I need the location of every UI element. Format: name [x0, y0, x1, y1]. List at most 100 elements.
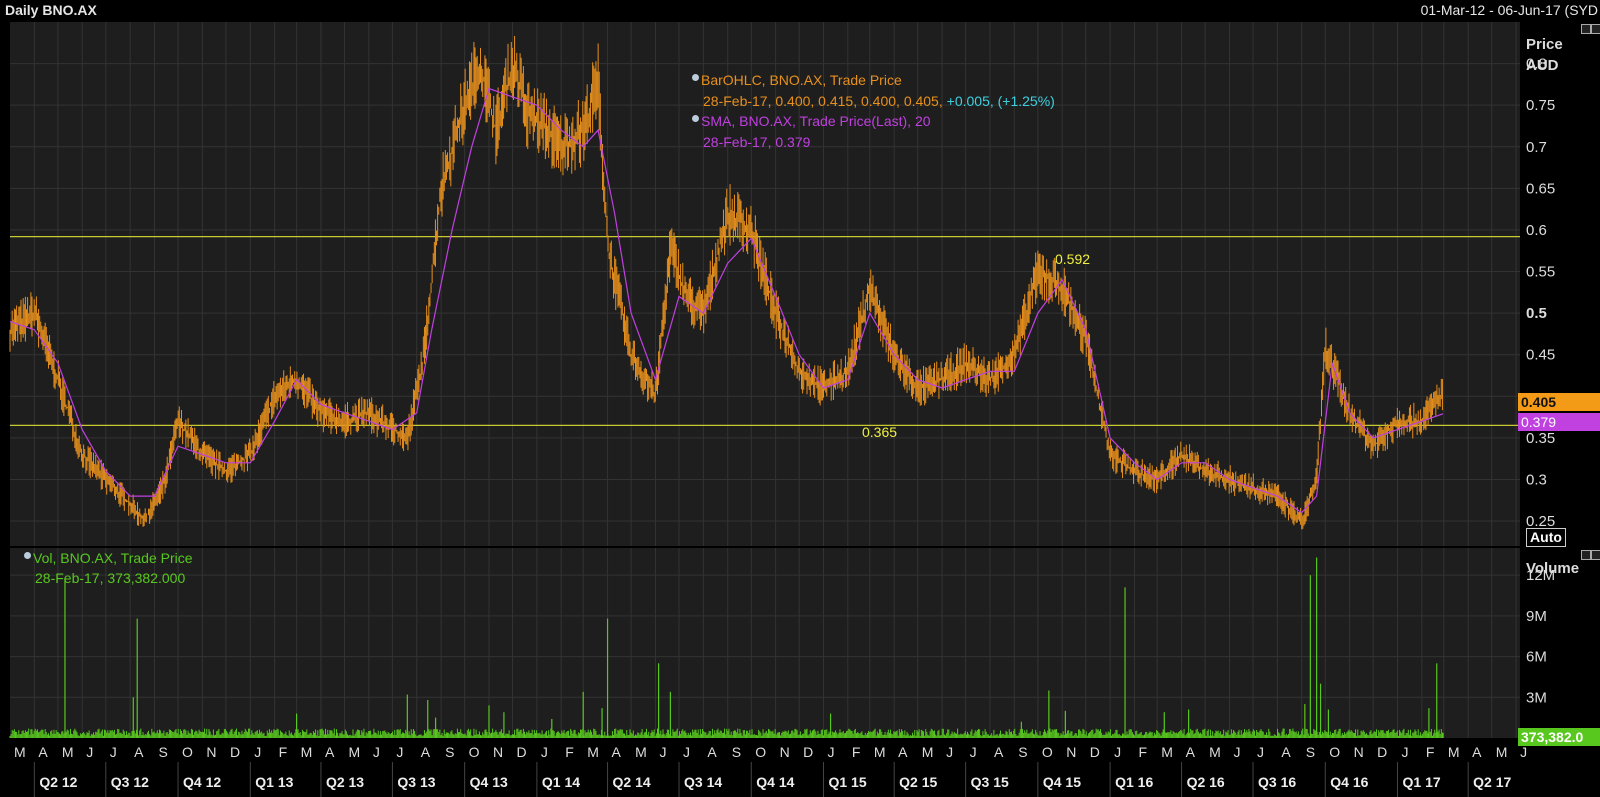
- month-tick-label: J: [1520, 744, 1527, 760]
- quarter-tick-label: Q1 13: [255, 774, 293, 790]
- panel-restore-icon[interactable]: [1581, 24, 1591, 34]
- month-tick-label: O: [1329, 744, 1340, 760]
- price-tick-label: 0.7: [1526, 139, 1547, 156]
- month-tick-label: F: [1426, 744, 1435, 760]
- month-tick-label: A: [134, 744, 144, 760]
- month-tick-label: J: [659, 744, 666, 760]
- month-tick-label: O: [1042, 744, 1053, 760]
- price-tick-label: 0.6: [1526, 222, 1547, 239]
- quarter-tick-label: Q2 12: [39, 774, 77, 790]
- price-tick-label: 0.65: [1526, 180, 1555, 197]
- month-tick-label: A: [994, 744, 1004, 760]
- month-tick-label: S: [1306, 744, 1315, 760]
- month-tick-label: M: [1209, 744, 1221, 760]
- volume-tick-label: 9M: [1526, 608, 1547, 625]
- quarter-tick-label: Q4 12: [183, 774, 221, 790]
- month-tick-label: J: [396, 744, 403, 760]
- price-tick-label: 0.55: [1526, 264, 1555, 281]
- month-tick-label: M: [1448, 744, 1460, 760]
- volume-panel-bg: [10, 548, 1520, 738]
- month-tick-label: A: [38, 744, 48, 760]
- quarter-tick-label: Q2 15: [899, 774, 937, 790]
- month-tick-label: O: [182, 744, 193, 760]
- price-tick-label: 0.35: [1526, 430, 1555, 447]
- month-tick-label: J: [1257, 744, 1264, 760]
- legend-toggle-icon[interactable]: [24, 552, 31, 559]
- sma-legend-values: 28-Feb-17, 0.379: [703, 134, 811, 150]
- month-tick-label: F: [279, 744, 288, 760]
- quarter-tick-label: Q4 14: [756, 774, 794, 790]
- price-tick-label: 0.45: [1526, 347, 1555, 364]
- month-tick-label: J: [86, 744, 93, 760]
- quarter-tick-label: Q1 16: [1115, 774, 1153, 790]
- month-tick-label: A: [325, 744, 335, 760]
- volume-axis-title: Volume: [1526, 560, 1580, 577]
- quarter-tick-label: Q2 17: [1473, 774, 1511, 790]
- month-tick-label: M: [922, 744, 934, 760]
- legend-toggle-icon[interactable]: [692, 115, 699, 122]
- price-tick-label: 0.75: [1526, 97, 1555, 114]
- quarter-tick-label: Q4 15: [1043, 774, 1081, 790]
- price-tick-label: 0.3: [1526, 471, 1547, 488]
- month-tick-label: J: [1402, 744, 1409, 760]
- ohlc-values-text: 28-Feb-17, 0.400, 0.415, 0.400, 0.405,: [703, 93, 943, 109]
- quarter-tick-label: Q2 14: [613, 774, 651, 790]
- quarter-tick-label: Q2 13: [326, 774, 364, 790]
- quarter-tick-label: Q3 15: [971, 774, 1009, 790]
- quarter-tick-label: Q3 13: [397, 774, 435, 790]
- price-axis-title: Price: [1526, 36, 1563, 53]
- vol-legend-values: 28-Feb-17, 373,382.000: [35, 570, 186, 586]
- grid: [10, 22, 1520, 738]
- month-tick-label: D: [1377, 744, 1387, 760]
- month-tick-label: J: [946, 744, 953, 760]
- panel-restore-icon[interactable]: [1581, 550, 1591, 560]
- vol-legend-label: Vol, BNO.AX, Trade Price: [33, 550, 193, 566]
- sma-legend-label: SMA, BNO.AX, Trade Price(Last), 20: [701, 113, 931, 129]
- date-range: 01-Mar-12 - 06-Jun-17 (SYD: [1420, 2, 1598, 18]
- y-axis-ticks: 0.25 0.3 0.35 0.45 0.5 0.55 0.6 0.65 0.7 0.75 0.8 3…: [1526, 56, 1555, 707]
- month-tick-label: F: [1138, 744, 1147, 760]
- vol-legend-name[interactable]: Vol, BNO.AX, Trade Price: [24, 550, 193, 566]
- month-tick-label: N: [206, 744, 216, 760]
- month-tick-label: F: [852, 744, 861, 760]
- sma-legend-name[interactable]: SMA, BNO.AX, Trade Price(Last), 20: [692, 113, 931, 129]
- month-tick-label: M: [62, 744, 74, 760]
- month-tick-label: A: [1186, 744, 1196, 760]
- month-tick-label: N: [1066, 744, 1076, 760]
- auto-scale-button[interactable]: Auto: [1526, 528, 1566, 547]
- quarter-tick-label: Q3 12: [111, 774, 149, 790]
- ohlc-legend-label: BarOHLC, BNO.AX, Trade Price: [701, 72, 902, 88]
- month-tick-label: F: [565, 744, 574, 760]
- month-tick-label: D: [1090, 744, 1100, 760]
- volume-tick-label: 3M: [1526, 689, 1547, 706]
- month-tick-label: J: [254, 744, 261, 760]
- month-tick-label: O: [469, 744, 480, 760]
- month-tick-label: S: [732, 744, 741, 760]
- month-tick-label: S: [158, 744, 167, 760]
- quarter-tick-label: Q1 15: [828, 774, 866, 790]
- ohlc-legend-name[interactable]: BarOHLC, BNO.AX, Trade Price: [692, 72, 902, 88]
- month-tick-label: M: [874, 744, 886, 760]
- month-tick-label: J: [110, 744, 117, 760]
- month-tick-label: M: [635, 744, 647, 760]
- panel-close-icon[interactable]: [1591, 24, 1600, 34]
- price-tick-label: 0.5: [1526, 305, 1547, 322]
- quarter-tick-label: Q2 16: [1187, 774, 1225, 790]
- chart-title: Daily BNO.AX: [5, 2, 97, 18]
- sma-line: [9, 87, 1444, 514]
- ohlc-legend-values: 28-Feb-17, 0.400, 0.415, 0.400, 0.405, +…: [703, 93, 1055, 109]
- volume-tick-label: 6M: [1526, 649, 1547, 666]
- legend-toggle-icon[interactable]: [692, 74, 699, 81]
- month-tick-label: N: [1354, 744, 1364, 760]
- quarter-tick-label: Q1 14: [542, 774, 580, 790]
- panel-close-icon[interactable]: [1591, 550, 1600, 560]
- quarter-tick-label: Q3 16: [1258, 774, 1296, 790]
- sma-value-tag: 0.379: [1518, 413, 1600, 431]
- ohlc-series: [9, 36, 1443, 530]
- price-axis-unit: AUD: [1526, 57, 1559, 74]
- volume-tick-label: 12M: [1526, 567, 1555, 584]
- month-tick-label: M: [587, 744, 599, 760]
- month-tick-label: D: [230, 744, 240, 760]
